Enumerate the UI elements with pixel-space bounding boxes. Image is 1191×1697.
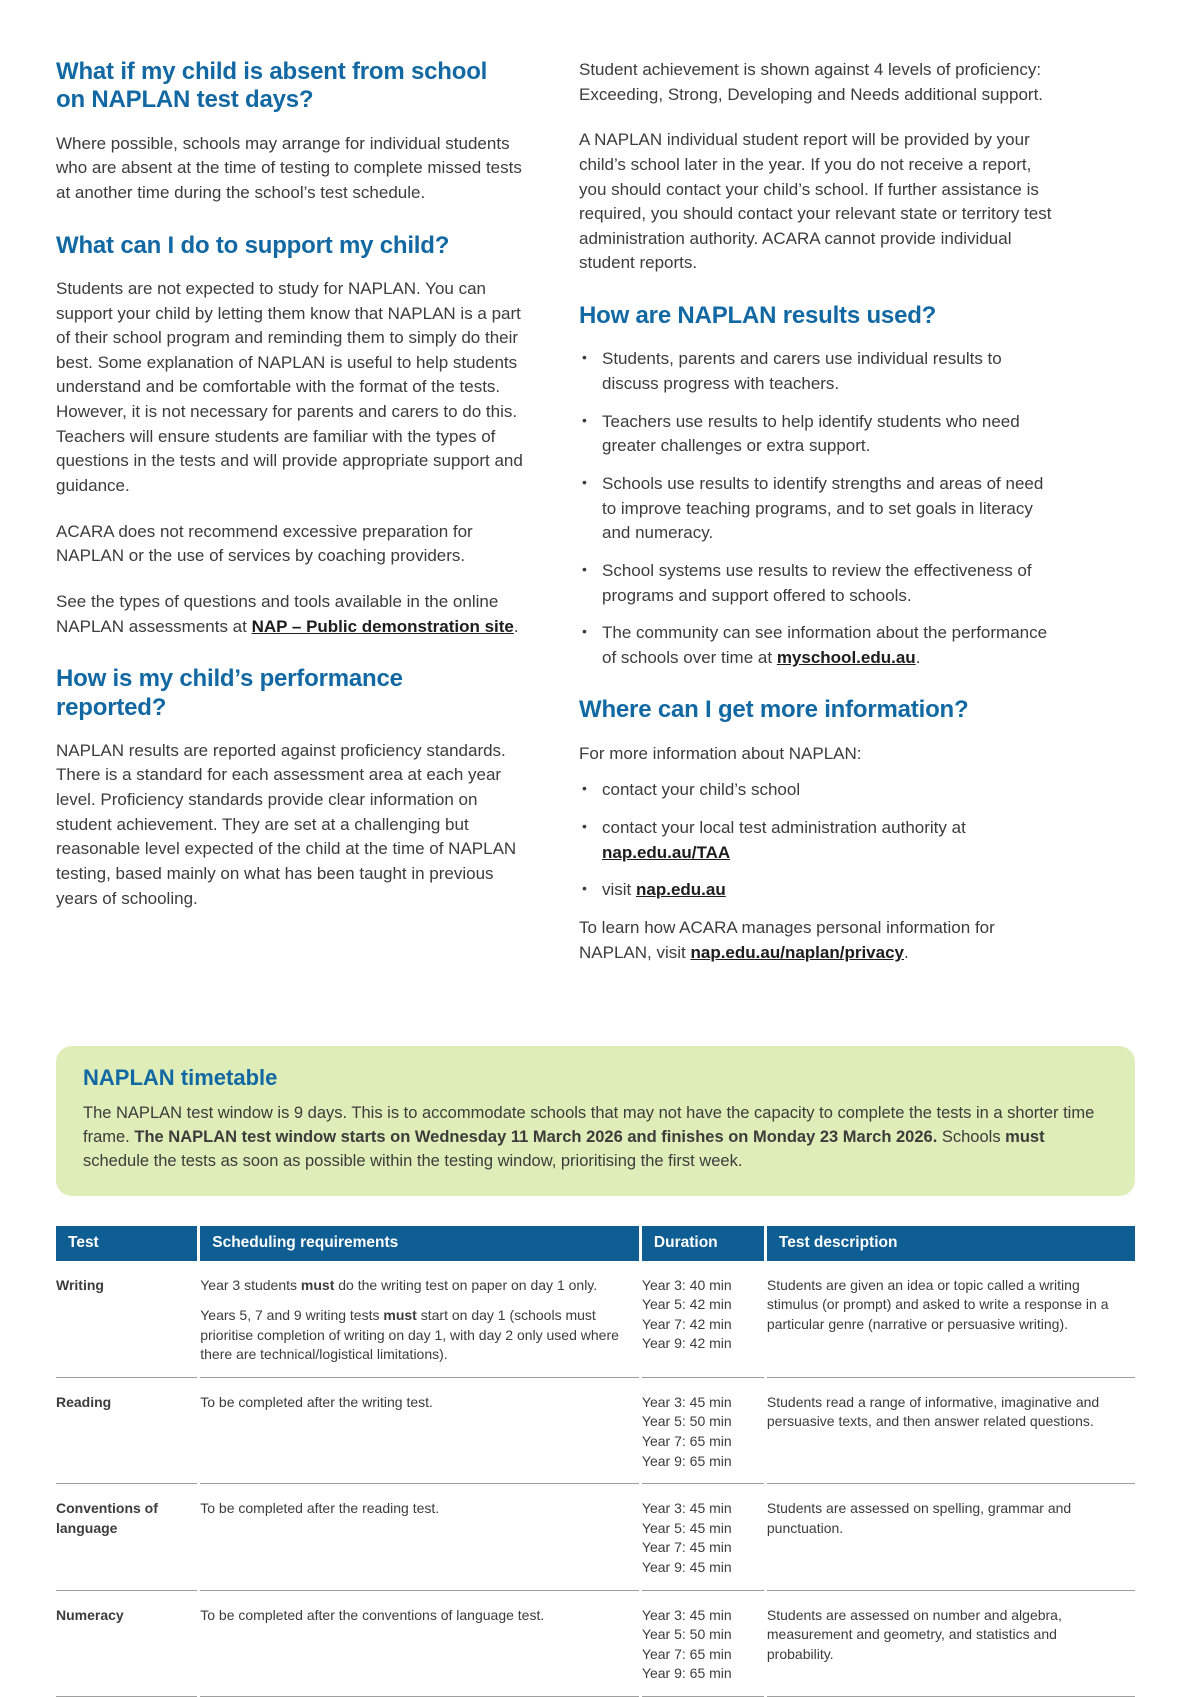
description-cell: Students are assessed on spelling, gramm… — [766, 1484, 1135, 1591]
test-name: Reading — [56, 1378, 198, 1485]
list-item: School systems use results to review the… — [579, 559, 1056, 608]
duration-cell: Year 3: 40 min Year 5: 42 min Year 7: 42… — [641, 1261, 764, 1378]
duration-line: Year 9: 42 min — [641, 1335, 732, 1352]
duration-line: Year 5: 50 min — [641, 1413, 732, 1430]
section-heading-more-info: Where can I get more information? — [579, 696, 969, 724]
test-name: Writing — [56, 1261, 198, 1378]
table-row-numeracy: Numeracy To be completed after the conve… — [56, 1591, 1135, 1697]
list-item: contact your child’s school — [579, 778, 1056, 803]
description-cell: Students read a range of informative, im… — [766, 1378, 1135, 1485]
duration-line: Year 9: 65 min — [641, 1665, 732, 1682]
text-run: schedule the tests as soon as possible w… — [83, 1152, 743, 1171]
text-run: The NAPLAN test window is 9 days. This i… — [83, 1104, 1095, 1147]
text-run: . — [915, 647, 921, 667]
test-name: Numeracy — [56, 1591, 198, 1697]
paragraph: Years 5, 7 and 9 writing tests must star… — [200, 1306, 627, 1365]
duration-line: Year 5: 45 min — [641, 1519, 732, 1536]
left-column: What if my child is absent from school o… — [56, 58, 533, 986]
paragraph: Year 3 students must do the writing test… — [200, 1276, 627, 1296]
scheduling-cell: To be completed after the conventions of… — [200, 1591, 639, 1697]
table-header-row: Test Scheduling requirements Duration Te… — [56, 1225, 1135, 1261]
duration-line: Year 7: 65 min — [641, 1433, 732, 1450]
text-run: See the types of questions and tools ava… — [56, 591, 499, 636]
text-run: visit — [602, 880, 636, 900]
scheduling-cell: Year 3 students must do the writing test… — [200, 1261, 639, 1378]
two-column-layout: What if my child is absent from school o… — [56, 58, 1135, 986]
duration-line: Year 5: 42 min — [641, 1296, 732, 1313]
paragraph: For more information about NAPLAN: — [579, 743, 862, 763]
duration-line: Year 7: 65 min — [641, 1645, 732, 1662]
duration-cell: Year 3: 45 min Year 5: 50 min Year 7: 65… — [641, 1378, 764, 1485]
section-heading-reported: How is my child’s performance reported? — [56, 665, 403, 721]
naplan-timetable-callout: NAPLAN timetable The NAPLAN test window … — [56, 1046, 1135, 1196]
paragraph: See the types of questions and tools ava… — [56, 590, 533, 639]
timetable-intro: The NAPLAN test window is 9 days. This i… — [83, 1101, 1108, 1173]
myschool-link[interactable]: myschool.edu.au — [776, 647, 916, 667]
duration-line: Year 9: 65 min — [641, 1452, 732, 1469]
text-run-bold: must — [383, 1307, 417, 1324]
text-run: . — [513, 616, 519, 636]
scheduling-cell: To be completed after the writing test. — [200, 1378, 639, 1485]
list-item: Schools use results to identify strength… — [579, 472, 1056, 546]
duration-line: Year 3: 45 min — [641, 1393, 732, 1410]
text-run: To learn how ACARA manages personal info… — [579, 918, 995, 962]
duration-line: Year 7: 42 min — [641, 1315, 732, 1332]
table-row-conventions: Conventions of language To be completed … — [56, 1484, 1135, 1591]
list-item: The community can see information about … — [579, 621, 1056, 670]
text-run: Year 3 students — [200, 1276, 301, 1293]
text-run: The community can see information about … — [602, 623, 1048, 667]
column-header-duration: Duration — [641, 1225, 764, 1261]
duration-cell: Year 3: 45 min Year 5: 50 min Year 7: 65… — [641, 1591, 764, 1697]
section-heading-absent: What if my child is absent from school o… — [56, 58, 488, 114]
duration-line: Year 7: 45 min — [641, 1539, 732, 1556]
list-item: visit nap.edu.au — [579, 878, 1056, 903]
paragraph: To learn how ACARA manages personal info… — [579, 916, 1056, 965]
list-item: Teachers use results to help identify st… — [579, 410, 1056, 459]
description-cell: Students are assessed on number and alge… — [766, 1591, 1135, 1697]
paragraph: Students are not expected to study for N… — [56, 278, 523, 495]
right-column: Student achievement is shown against 4 l… — [579, 58, 1056, 986]
duration-line: Year 9: 45 min — [641, 1559, 732, 1576]
privacy-link[interactable]: nap.edu.au/naplan/privacy — [690, 942, 904, 962]
nap-edu-au-link[interactable]: nap.edu.au — [636, 880, 726, 900]
text-run-bold: must — [1005, 1128, 1045, 1147]
paragraph: A NAPLAN individual student report will … — [579, 130, 1052, 273]
section-heading-results-used: How are NAPLAN results used? — [579, 302, 937, 330]
duration-line: Year 3: 45 min — [641, 1500, 732, 1517]
text-run: contact your local test administration a… — [602, 818, 966, 838]
paragraph: NAPLAN results are reported against prof… — [56, 740, 517, 908]
duration-line: Year 5: 50 min — [641, 1626, 732, 1643]
table-row-writing: Writing Year 3 students must do the writ… — [56, 1261, 1135, 1378]
list-item: contact your local test administration a… — [579, 816, 1056, 865]
duration-line: Year 3: 45 min — [641, 1606, 732, 1623]
text-run: start on day 1 (schools must prioritise … — [200, 1307, 619, 1363]
list-item: Students, parents and carers use individ… — [579, 347, 1056, 396]
paragraph: ACARA does not recommend excessive prepa… — [56, 521, 473, 566]
paragraph: Student achievement is shown against 4 l… — [579, 60, 1044, 104]
results-bullet-list: Students, parents and carers use individ… — [579, 347, 1056, 670]
more-info-bullet-list: contact your child’s school contact your… — [579, 778, 1056, 903]
taa-link[interactable]: nap.edu.au/TAA — [602, 842, 731, 862]
text-run: Schools — [937, 1128, 1006, 1147]
paragraph: Where possible, schools may arrange for … — [56, 133, 522, 202]
scheduling-cell: To be completed after the reading test. — [200, 1484, 639, 1591]
text-run: . — [904, 942, 909, 962]
timetable-heading: NAPLAN timetable — [83, 1065, 278, 1091]
duration-line: Year 3: 40 min — [641, 1276, 732, 1293]
description-cell: Students are given an idea or topic call… — [766, 1261, 1135, 1378]
column-header-scheduling: Scheduling requirements — [200, 1225, 639, 1261]
text-run: Years 5, 7 and 9 writing tests — [200, 1307, 384, 1324]
column-header-test: Test — [56, 1225, 198, 1261]
section-heading-support: What can I do to support my child? — [56, 231, 450, 259]
duration-cell: Year 3: 45 min Year 5: 45 min Year 7: 45… — [641, 1484, 764, 1591]
column-header-description: Test description — [766, 1225, 1135, 1261]
table-row-reading: Reading To be completed after the writin… — [56, 1378, 1135, 1485]
test-name: Conventions of language — [56, 1484, 198, 1591]
timetable-table: Test Scheduling requirements Duration Te… — [53, 1225, 1138, 1697]
nap-demo-site-link[interactable]: NAP – Public demonstration site — [251, 616, 514, 636]
text-run: do the writing test on paper on day 1 on… — [334, 1276, 598, 1293]
text-run-bold: must — [300, 1276, 335, 1293]
text-run-bold: The NAPLAN test window starts on Wednesd… — [134, 1128, 938, 1147]
